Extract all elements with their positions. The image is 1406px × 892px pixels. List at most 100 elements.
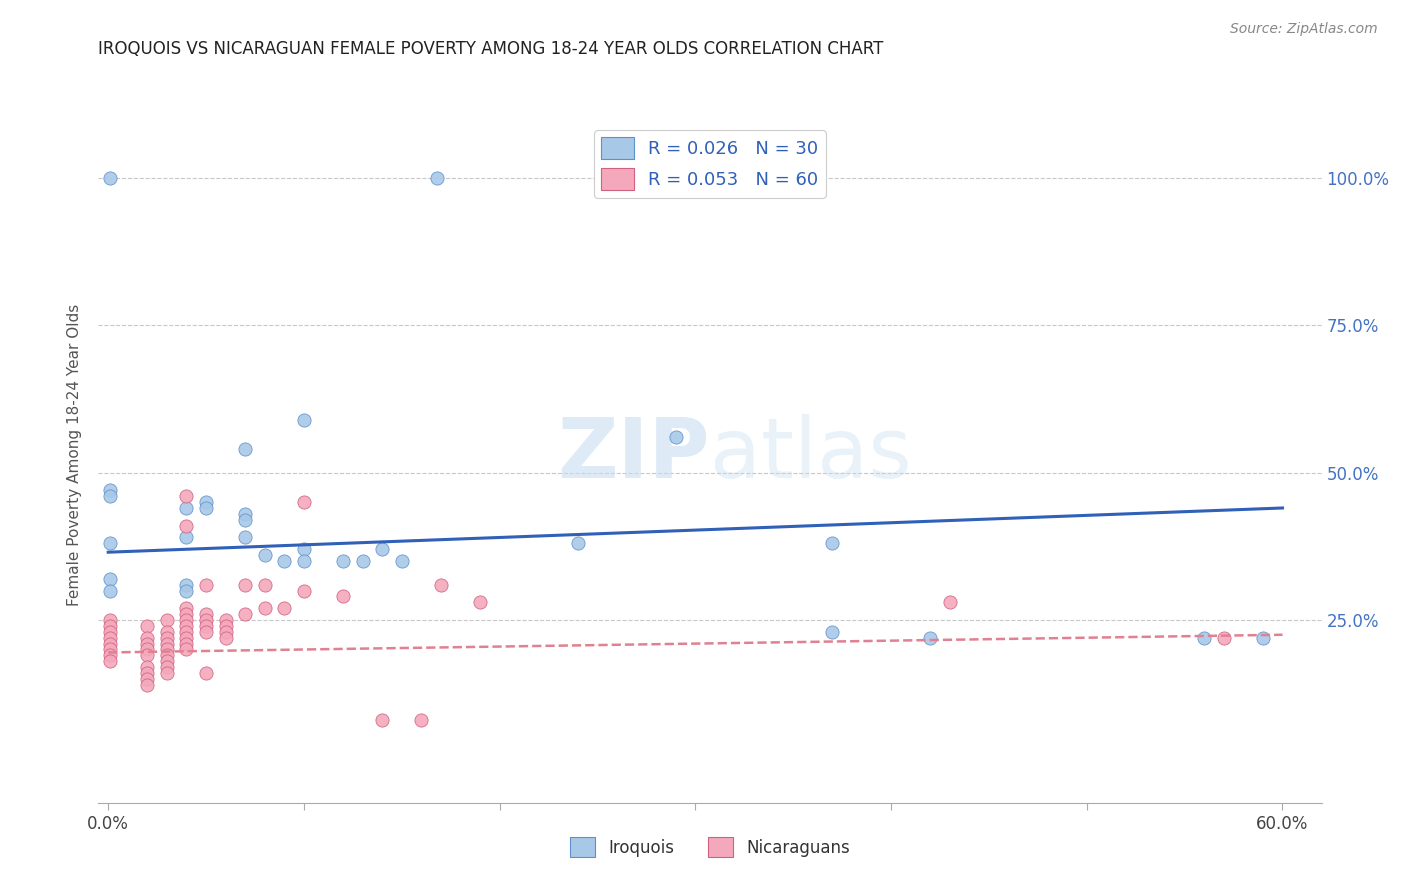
Text: atlas: atlas <box>710 415 911 495</box>
Point <box>195 624 218 639</box>
Point <box>214 631 236 645</box>
Point <box>939 595 962 609</box>
Point <box>176 637 198 651</box>
Point <box>98 572 121 586</box>
Point <box>195 607 218 621</box>
Point <box>176 601 198 615</box>
Point <box>156 654 179 668</box>
Point <box>176 619 198 633</box>
Point <box>1251 631 1274 645</box>
Point <box>292 542 315 557</box>
Point <box>176 500 198 515</box>
Text: ZIP: ZIP <box>558 415 710 495</box>
Point <box>567 536 589 550</box>
Point <box>98 483 121 498</box>
Point <box>136 666 159 681</box>
Point <box>176 607 198 621</box>
Point <box>156 624 179 639</box>
Point <box>176 531 198 545</box>
Point <box>136 648 159 663</box>
Text: Source: ZipAtlas.com: Source: ZipAtlas.com <box>1230 22 1378 37</box>
Point <box>214 619 236 633</box>
Point <box>371 713 394 727</box>
Point <box>98 489 121 503</box>
Point <box>352 554 374 568</box>
Point <box>98 631 121 645</box>
Point <box>176 631 198 645</box>
Point <box>821 624 844 639</box>
Point <box>156 642 179 657</box>
Point <box>391 554 413 568</box>
Point <box>195 495 218 509</box>
Point <box>98 613 121 627</box>
Point <box>411 713 433 727</box>
Point <box>98 170 121 185</box>
Point <box>156 666 179 681</box>
Point <box>292 583 315 598</box>
Point <box>821 536 844 550</box>
Point <box>426 170 449 185</box>
Point <box>233 531 256 545</box>
Point <box>98 619 121 633</box>
Point <box>233 577 256 591</box>
Point <box>195 619 218 633</box>
Point <box>292 412 315 426</box>
Point <box>195 666 218 681</box>
Y-axis label: Female Poverty Among 18-24 Year Olds: Female Poverty Among 18-24 Year Olds <box>67 304 83 606</box>
Point <box>430 577 453 591</box>
Point <box>273 554 295 568</box>
Point <box>214 613 236 627</box>
Point <box>292 554 315 568</box>
Point <box>233 513 256 527</box>
Point <box>273 601 295 615</box>
Point <box>214 624 236 639</box>
Point <box>98 624 121 639</box>
Point <box>332 590 354 604</box>
Point <box>136 637 159 651</box>
Point <box>136 619 159 633</box>
Point <box>292 495 315 509</box>
Point <box>176 642 198 657</box>
Text: IROQUOIS VS NICARAGUAN FEMALE POVERTY AMONG 18-24 YEAR OLDS CORRELATION CHART: IROQUOIS VS NICARAGUAN FEMALE POVERTY AM… <box>98 40 884 58</box>
Point <box>1212 631 1234 645</box>
Point <box>98 637 121 651</box>
Point <box>136 678 159 692</box>
Point <box>176 489 198 503</box>
Point <box>156 637 179 651</box>
Point <box>602 170 624 185</box>
Point <box>98 536 121 550</box>
Point <box>233 607 256 621</box>
Point <box>136 642 159 657</box>
Point <box>1192 631 1215 645</box>
Point <box>156 648 179 663</box>
Point <box>156 613 179 627</box>
Point <box>468 595 491 609</box>
Point <box>98 583 121 598</box>
Point <box>253 548 276 562</box>
Point <box>233 507 256 521</box>
Point <box>195 500 218 515</box>
Point <box>195 613 218 627</box>
Point <box>332 554 354 568</box>
Point <box>98 642 121 657</box>
Point <box>156 631 179 645</box>
Point <box>136 672 159 686</box>
Point <box>233 442 256 456</box>
Legend: Iroquois, Nicaraguans: Iroquois, Nicaraguans <box>564 830 856 864</box>
Point <box>156 660 179 674</box>
Point <box>253 577 276 591</box>
Point <box>136 631 159 645</box>
Point <box>176 613 198 627</box>
Point <box>176 518 198 533</box>
Point <box>98 648 121 663</box>
Point <box>665 430 688 444</box>
Point <box>195 577 218 591</box>
Point <box>176 577 198 591</box>
Point <box>176 624 198 639</box>
Point <box>920 631 942 645</box>
Point <box>371 542 394 557</box>
Point <box>98 654 121 668</box>
Point <box>136 660 159 674</box>
Point <box>176 583 198 598</box>
Point <box>253 601 276 615</box>
